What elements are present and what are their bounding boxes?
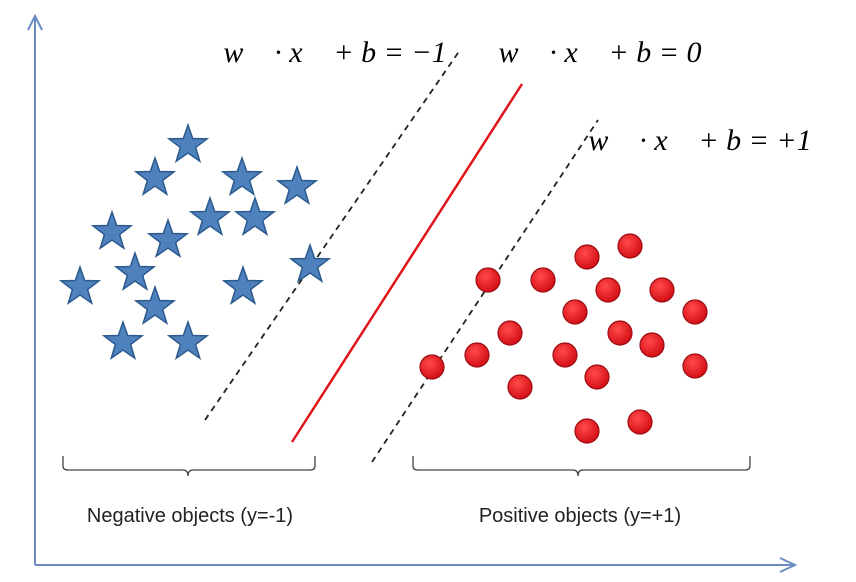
dot (595, 277, 621, 303)
dot (617, 233, 643, 259)
star (60, 266, 100, 304)
dot (682, 353, 708, 379)
group-label: Negative objects (y=-1) (87, 505, 293, 527)
dot (552, 342, 578, 368)
dot (584, 364, 610, 390)
dot (574, 418, 600, 444)
star (148, 219, 188, 257)
positive-points (419, 233, 708, 444)
equation: w⃗ · x⃗ + b = +1 (588, 124, 811, 157)
brace (412, 456, 751, 477)
decision-boundary (290, 83, 524, 443)
star (277, 166, 317, 204)
dot (562, 299, 588, 325)
star (168, 124, 208, 162)
dot (682, 299, 708, 325)
star (168, 321, 208, 359)
equation: w⃗ · x⃗ + b = −1 (223, 36, 446, 69)
dot (649, 277, 675, 303)
dot (507, 374, 533, 400)
dot (627, 409, 653, 435)
dot (475, 267, 501, 293)
star (135, 286, 175, 324)
star (290, 244, 330, 282)
y-arrow (27, 13, 43, 31)
star (223, 266, 263, 304)
equation: w⃗ · x⃗ + b = 0 (499, 36, 702, 69)
dot (574, 244, 600, 270)
star (235, 197, 275, 235)
star (190, 197, 230, 235)
dot (497, 320, 523, 346)
dot (464, 342, 490, 368)
dot (530, 267, 556, 293)
group-label: Positive objects (y=+1) (479, 505, 681, 527)
negative-margin-line (204, 49, 461, 421)
negative-points (60, 124, 330, 359)
brace (62, 456, 316, 477)
x-arrow (779, 557, 798, 573)
star (92, 211, 132, 249)
dot (419, 354, 445, 380)
star (135, 157, 175, 195)
star (115, 252, 155, 290)
dot (607, 320, 633, 346)
dot (639, 332, 665, 358)
star (103, 321, 143, 359)
positive-margin-line (371, 119, 599, 463)
star (222, 157, 262, 195)
axes (27, 13, 798, 573)
